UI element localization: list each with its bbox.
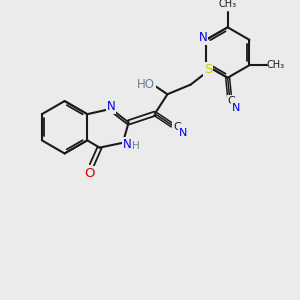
Text: HO: HO	[137, 78, 155, 91]
Text: C: C	[228, 96, 236, 106]
Text: N: N	[179, 128, 187, 138]
Text: N: N	[199, 32, 207, 44]
Text: N: N	[107, 100, 116, 113]
Text: C: C	[173, 122, 181, 132]
Text: S: S	[204, 64, 212, 76]
Text: H: H	[132, 141, 139, 151]
Text: N: N	[123, 138, 132, 151]
Text: CH₃: CH₃	[219, 0, 237, 9]
Text: O: O	[85, 167, 95, 180]
Text: N: N	[232, 103, 241, 113]
Text: CH₃: CH₃	[267, 60, 285, 70]
